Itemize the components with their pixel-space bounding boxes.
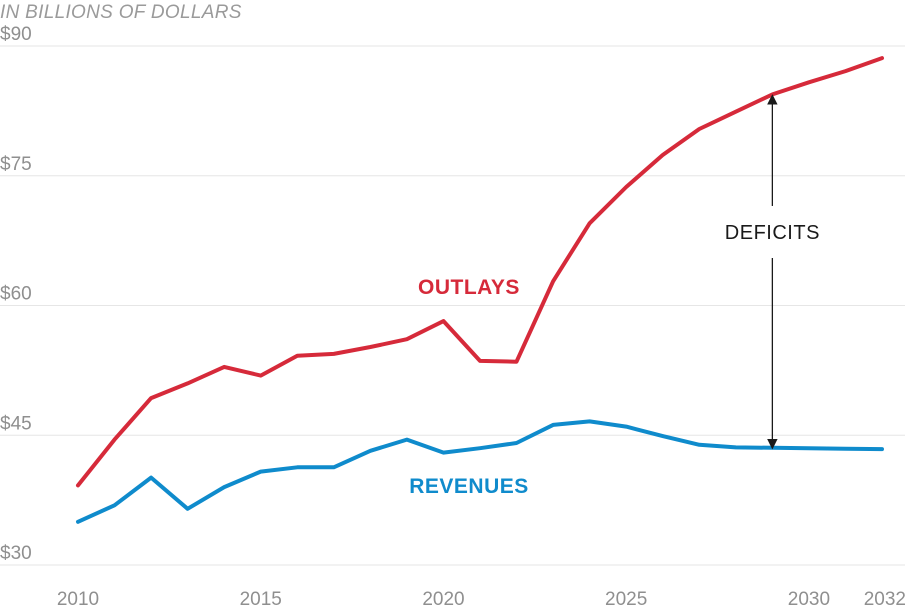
x-tick-label: 2032 (864, 589, 906, 608)
x-tick-label: 2010 (57, 589, 99, 608)
y-tick-label: $60 (0, 284, 32, 305)
x-tick-label: 2015 (240, 589, 282, 608)
series-label-outlays: OUTLAYS (418, 276, 520, 299)
x-tick-label: 2025 (605, 589, 647, 608)
y-tick-label: $75 (0, 154, 32, 175)
y-tick-label: $45 (0, 413, 32, 434)
series-line-revenues (76, 419, 884, 524)
series-line-outlays (76, 56, 884, 488)
annotations: DEFICITS (725, 94, 820, 450)
y-tick-label: $30 (0, 543, 32, 564)
deficits-label: DEFICITS (725, 222, 820, 244)
series-label-revenues: REVENUES (409, 475, 529, 498)
y-axis-ticks: $90 $75 $60 $45 $30 (0, 24, 32, 564)
axis-unit-label: IN BILLIONS OF DOLLARS (0, 2, 242, 23)
series-lines (76, 56, 884, 524)
x-tick-label: 2030 (788, 589, 830, 608)
grid-lines (0, 45, 905, 566)
x-tick-label: 2020 (422, 589, 464, 608)
y-tick-label: $90 (0, 24, 32, 45)
x-axis-ticks: 2010 2015 2020 2025 2030 2032 (57, 589, 906, 608)
